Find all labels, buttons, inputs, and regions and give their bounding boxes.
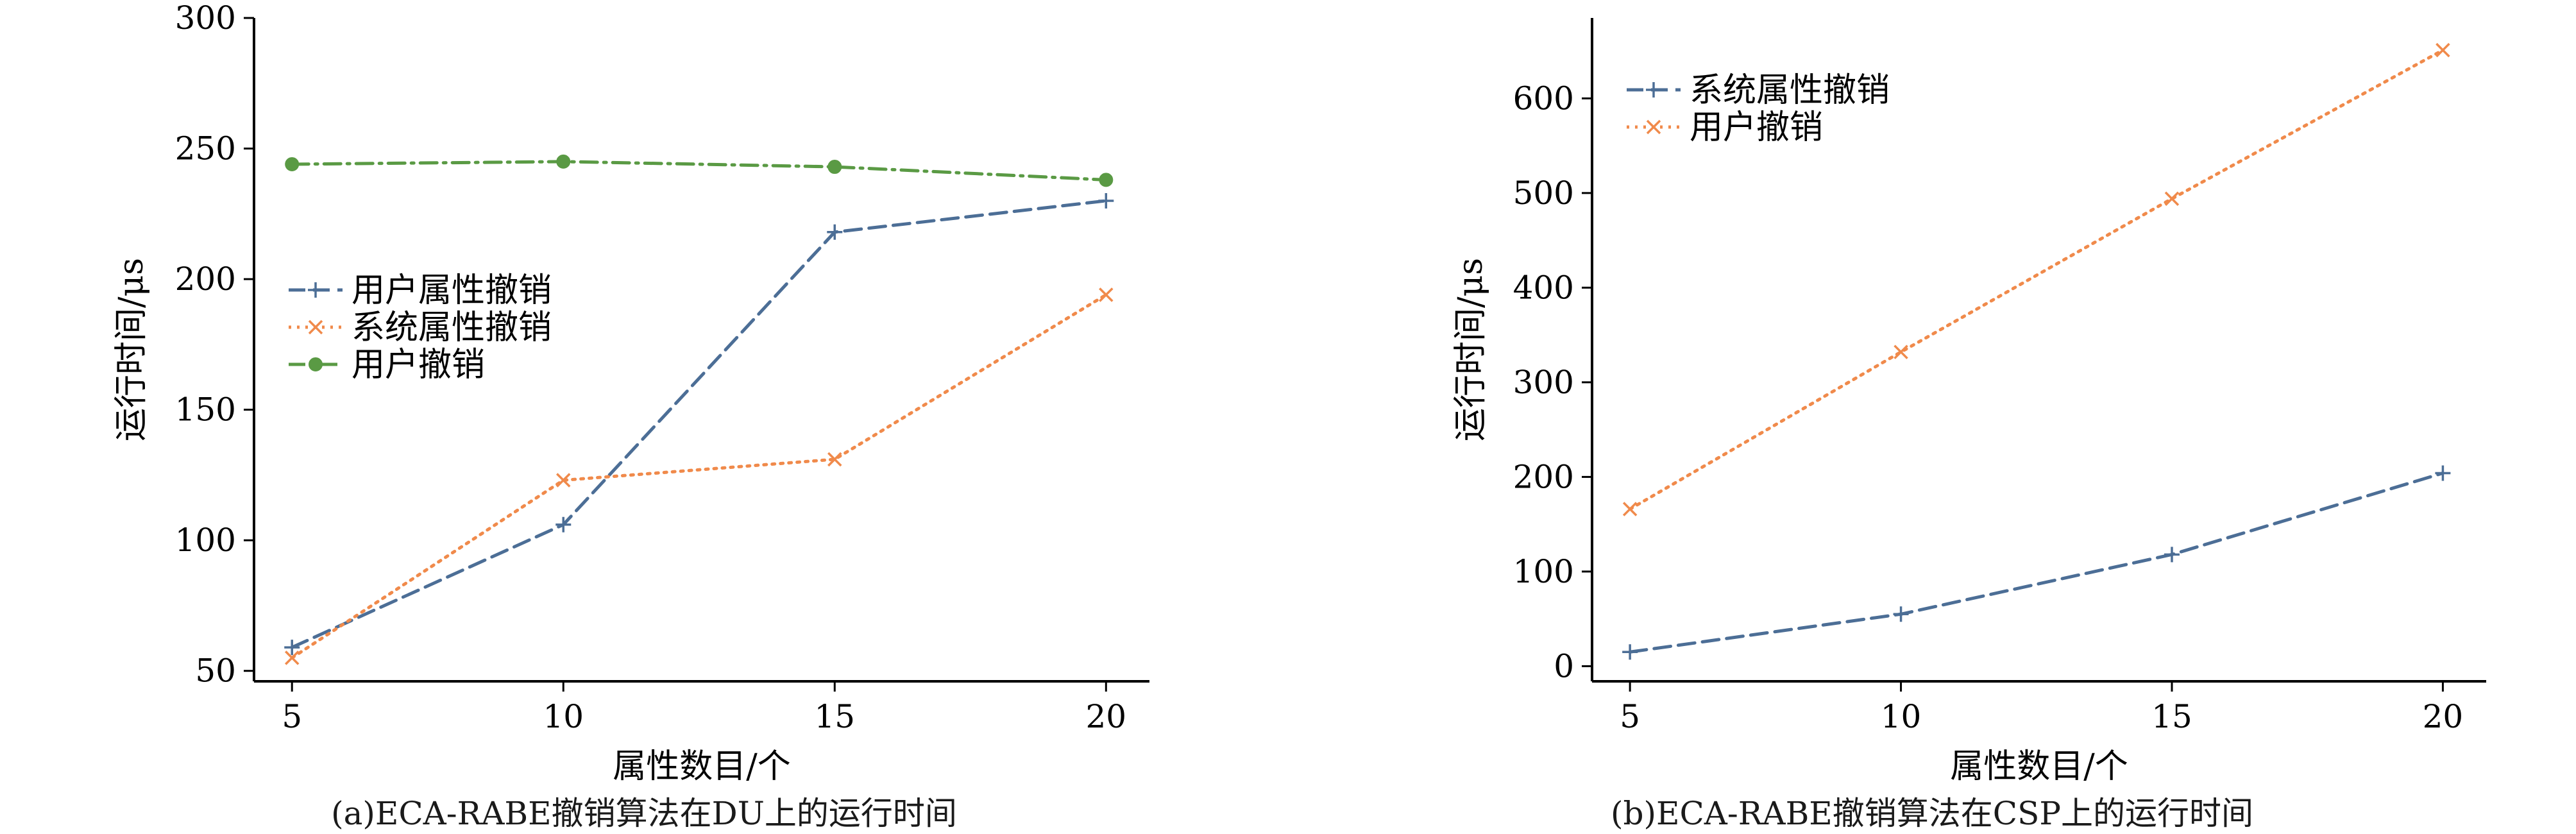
data-point-1-b	[2435, 465, 2451, 481]
legend-label-3-a: 用户撤销	[352, 346, 485, 384]
data-point-3-a	[827, 160, 842, 174]
legend-marker-1-b	[1646, 82, 1661, 98]
chart-panel-b: 5 10 15 20 0 100 200 300 400 500 600 属性数目/个 运行时间/μs 系…	[1288, 0, 2576, 833]
chart-a: 5 10 15 20 50 100 150 200 250 300 属性数目/个 运行时间/μs 用户属…	[112, 0, 1149, 786]
series-line-3-a	[290, 160, 1108, 182]
data-point-1-a	[827, 224, 843, 240]
series-2-b	[1622, 42, 2450, 516]
legend-label-1-a: 用户属性撤销	[352, 271, 552, 310]
x-tick-label-b: 10	[1881, 698, 1922, 735]
legend-marker-1-a	[308, 282, 323, 298]
y-tick-label-b: 600	[1513, 80, 1574, 117]
x-tick-label-b: 5	[1620, 698, 1640, 735]
y-tick-label-b: 500	[1513, 174, 1574, 212]
data-point-1-b	[1893, 606, 1909, 622]
y-tick-label-b: 400	[1513, 269, 1574, 306]
x-tick-label-a: 15	[814, 698, 855, 735]
data-point-3-a	[285, 157, 300, 171]
x-tick-label-b: 20	[2423, 698, 2464, 735]
y-tick-label-a: 150	[175, 391, 236, 429]
x-axis-label-a: 属性数目/个	[613, 747, 791, 786]
data-point-1-b	[1622, 644, 1638, 660]
chart-caption-a: (a)ECA-RABE撤销算法在DU上的运行时间	[331, 795, 957, 832]
chart-caption-b: (b)ECA-RABE撤销算法在CSP上的运行时间	[1611, 795, 2253, 832]
series-1-b	[1622, 465, 2451, 660]
y-tick-label-b: 300	[1513, 364, 1574, 401]
series-2-a	[284, 287, 1114, 665]
data-point-2-b	[2164, 191, 2180, 206]
y-tick-label-a: 200	[175, 260, 236, 298]
y-tick-label-b: 100	[1513, 553, 1574, 590]
data-point-2-b	[1894, 345, 1908, 359]
data-point-2-a	[827, 452, 842, 467]
legend-label-2-a: 系统属性撤销	[352, 309, 552, 347]
y-tick-label-a: 300	[175, 0, 236, 37]
x-axis-label-b: 属性数目/个	[1950, 747, 2128, 786]
x-tick-label-a: 20	[1086, 698, 1127, 735]
y-tick-label-b: 200	[1513, 458, 1574, 495]
y-tick-label-a: 50	[195, 652, 236, 690]
series-line-2-a	[290, 293, 1108, 660]
legend-marker-2-a	[308, 319, 323, 335]
x-tick-label-a: 10	[543, 698, 584, 735]
data-point-2-b	[2436, 42, 2450, 58]
data-point-3-a	[1099, 173, 1114, 187]
data-point-2-a	[556, 473, 571, 488]
legend-label-2-b: 用户撤销	[1690, 108, 1823, 147]
y-tick-label-a: 250	[175, 130, 236, 167]
data-point-2-a	[1099, 287, 1114, 302]
legend-marker-3-a	[309, 357, 323, 371]
x-tick-label-b: 15	[2151, 698, 2192, 735]
series-line-1-a	[290, 199, 1108, 649]
series-3-a	[285, 154, 1114, 187]
legend-marker-2-b	[1646, 119, 1661, 135]
data-point-2-a	[284, 651, 300, 665]
data-point-1-b	[2164, 547, 2180, 563]
data-point-1-a	[555, 516, 572, 532]
y-axis-label-a: 运行时间/μs	[112, 258, 151, 441]
y-tick-label-b: 0	[1554, 647, 1574, 685]
data-point-2-b	[1622, 502, 1638, 516]
y-axis-label-b: 运行时间/μs	[1452, 258, 1490, 441]
data-point-3-a	[556, 154, 571, 169]
series-line-1-b	[1628, 471, 2445, 654]
y-tick-label-a: 100	[175, 522, 236, 559]
chart-panel-a: 5 10 15 20 50 100 150 200 250 300 属性数目/个 运行时间/μs 用户属…	[0, 0, 1288, 833]
legend-label-1-b: 系统属性撤销	[1690, 71, 1890, 110]
data-point-1-a	[284, 640, 300, 656]
series-1-a	[284, 192, 1114, 656]
x-tick-label-a: 5	[282, 698, 302, 735]
data-point-1-a	[1098, 192, 1114, 208]
series-line-2-b	[1628, 48, 2445, 511]
chart-b: 5 10 15 200100200300400500600属性数目/个运行时间/μs系…	[1452, 18, 2486, 786]
